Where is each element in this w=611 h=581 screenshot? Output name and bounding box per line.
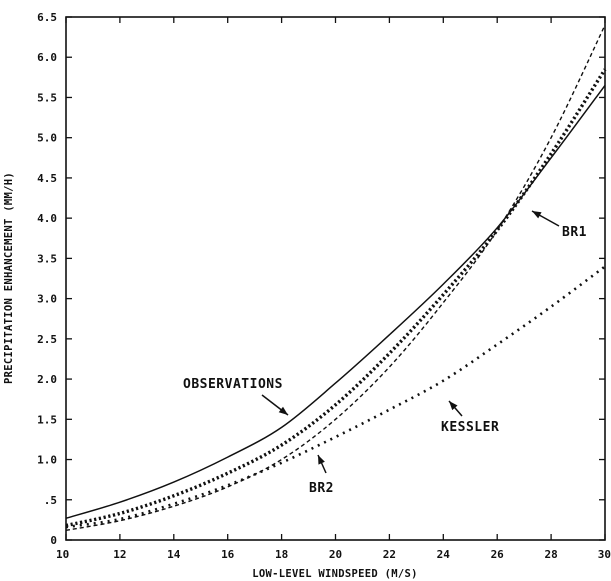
axis-tick-labels: 10 12 14 16 18 20 22 24 26 28 30 0 .5 1.0 1.5 2.0 2.5 3.0… [37, 11, 611, 561]
arrow-observations-head [278, 406, 288, 415]
annotation-observations: OBSERVATIONS [183, 377, 283, 392]
arrow-kessler-head [449, 401, 458, 411]
x-tick-label: 20 [329, 548, 342, 561]
x-tick-label: 16 [221, 548, 235, 561]
x-tick-label: 30 [598, 548, 611, 561]
y-axis-title: PRECIPITATION ENHANCEMENT (MM/H) [3, 172, 15, 384]
annotation-layer: OBSERVATIONS BR1 BR2 KESSLER [183, 210, 587, 496]
series-line-kessler [65, 265, 606, 529]
x-tick-label: 10 [56, 548, 69, 561]
y-tick-label: 4.5 [37, 172, 57, 185]
x-axis-title: LOW-LEVEL WINDSPEED (M/S) [252, 568, 418, 580]
x-tick-label: 28 [544, 548, 557, 561]
y-tick-label: 6.0 [37, 51, 57, 64]
series-line-observations [65, 84, 606, 519]
x-tick-label: 24 [437, 548, 451, 561]
series-line-br2 [65, 24, 606, 532]
annotation-br1: BR1 [562, 225, 587, 240]
x-tick-label: 14 [167, 548, 181, 561]
x-tick-label: 12 [113, 548, 126, 561]
plot-frame [65, 16, 606, 541]
y-tick-label: 1.0 [37, 454, 57, 467]
y-tick-label: 1.5 [37, 413, 57, 426]
arrow-br1-head [532, 211, 542, 219]
series-layer [65, 24, 607, 532]
y-tick-label: 2.5 [37, 333, 57, 346]
y-tick-label: 5.5 [37, 91, 57, 104]
x-tick-label: 18 [275, 548, 288, 561]
x-tick-label: 22 [383, 548, 396, 561]
annotation-br2: BR2 [309, 481, 334, 496]
annotation-kessler: KESSLER [441, 420, 499, 435]
y-tick-label: 5.0 [37, 132, 57, 145]
axis-ticks [65, 16, 606, 541]
y-tick-label: 3.0 [37, 293, 57, 306]
arrow-br2-head [318, 455, 325, 465]
y-tick-label: 3.5 [37, 252, 57, 265]
series-line-br1 [65, 68, 607, 528]
y-tick-label: 0 [50, 534, 57, 547]
y-tick-label: 2.0 [37, 373, 57, 386]
y-tick-label: 4.0 [37, 212, 57, 225]
y-tick-label: .5 [44, 494, 57, 507]
x-tick-label: 26 [491, 548, 505, 561]
y-tick-label: 6.5 [37, 11, 57, 24]
